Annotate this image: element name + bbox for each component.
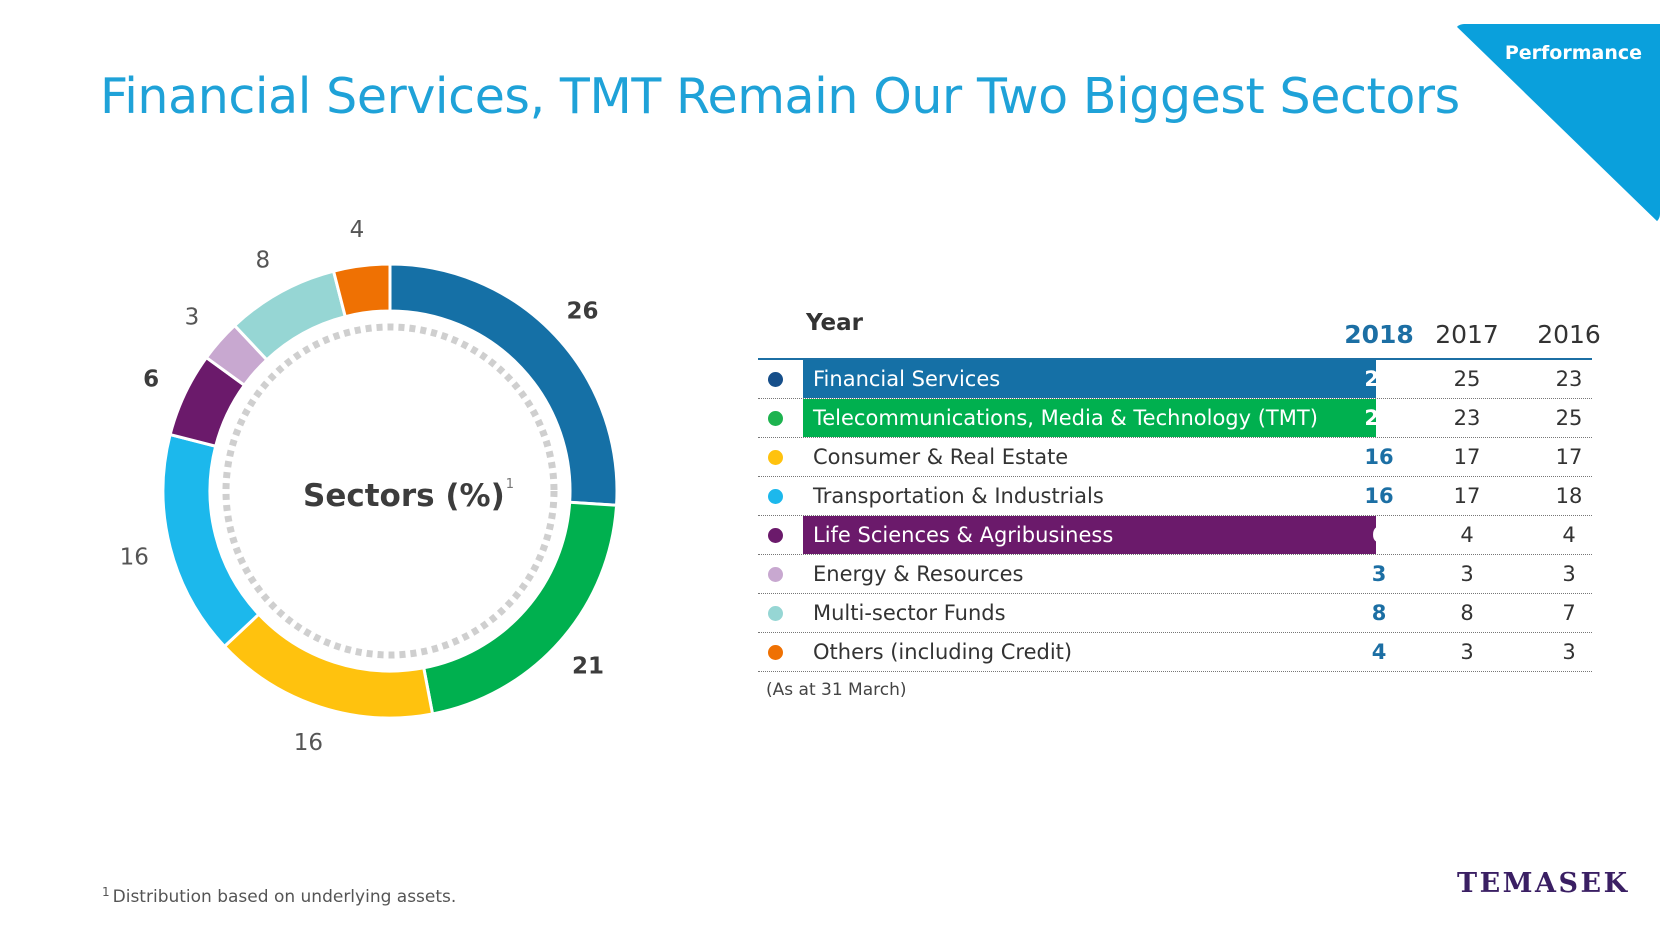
sector-name: Life Sciences & Agribusiness [813,523,1114,547]
value-2018: 16 [1364,445,1394,469]
as-at-note: (As at 31 March) [766,680,907,700]
page-title: Financial Services, TMT Remain Our Two B… [100,68,1460,125]
footnote: 1 Distribution based on underlying assets… [102,885,456,907]
value-2016: 4 [1562,523,1576,547]
value-2017: 17 [1453,445,1481,469]
slice-value-label: 16 [120,545,149,571]
footnote-mark: 1 [102,885,110,899]
row-highlight [803,516,1376,554]
sector-name: Consumer & Real Estate [813,445,1069,469]
footnote-ref: 1 [505,477,515,492]
table-row: Others (including Credit) 4 3 3 [758,633,1592,672]
legend-dot-icon [768,528,783,543]
year-2018-header: 2018 [1344,320,1414,349]
table-row: Transportation & Industrials 16 17 18 [758,477,1592,516]
value-2016: 17 [1555,445,1583,469]
table-row: Energy & Resources 3 3 3 [758,555,1592,594]
value-2018: 21 [1364,406,1394,430]
table-row: Telecommunications, Media & Technology (… [758,399,1592,438]
value-2017: 17 [1453,484,1481,508]
legend-dot-icon [768,411,783,426]
value-2016: 7 [1562,601,1576,625]
slice-value-label: 21 [572,654,604,680]
section-tab-label: Performance [1504,42,1642,64]
value-2016: 18 [1555,484,1583,508]
table-header: Year 2018 2017 2016 [758,308,1601,360]
value-2016: 3 [1562,562,1576,586]
value-2016: 23 [1555,367,1583,391]
sector-name: Financial Services [813,367,1001,391]
slice-value-label: 4 [350,217,365,243]
value-2018: 16 [1364,484,1394,508]
donut-slice [222,612,435,720]
table-body: Financial Services 26 25 23 Telecommunicatio… [758,360,1592,672]
legend-dot-icon [768,489,783,504]
row-highlight [803,399,1376,437]
sector-name: Others (including Credit) [813,640,1073,664]
value-2017: 8 [1460,601,1474,625]
legend-dot-icon [768,606,783,621]
legend-dot-icon [768,372,783,387]
value-2018: 3 [1371,562,1387,586]
footnote-text: Distribution based on underlying assets. [112,887,457,907]
sector-table: Year 2018 2017 2016 Financial Services 26… [758,308,1601,672]
donut-slice [421,500,619,716]
donut-center-text: Sectors (%) [303,478,505,514]
value-2017: 25 [1453,367,1481,391]
sector-name: Multi-sector Funds [813,601,1006,625]
value-2017: 3 [1460,640,1474,664]
legend-dot-icon [768,645,783,660]
value-2018: 6 [1371,523,1387,547]
value-2018: 4 [1371,640,1387,664]
year-2017-header: 2017 [1435,320,1499,349]
year-header: Year [806,310,864,336]
legend-dot-icon [768,567,783,582]
value-2017: 23 [1453,406,1481,430]
slice-value-label: 26 [566,298,598,324]
table-row: Multi-sector Funds 8 8 7 [758,594,1592,633]
table-row: Consumer & Real Estate 16 17 17 [758,438,1592,477]
inner-dashed-ring [222,323,558,659]
slice-value-label: 16 [294,730,323,756]
legend-dot-icon [768,450,783,465]
sector-name: Telecommunications, Media & Technology (… [813,406,1318,430]
slice-value-label: 6 [143,367,159,393]
slice-value-label: 3 [185,304,200,330]
value-2018: 26 [1364,367,1394,391]
sector-name: Transportation & Industrials [813,484,1104,508]
donut-slice [161,432,261,649]
value-2017: 3 [1460,562,1474,586]
row-highlight [803,360,1376,398]
sector-name: Energy & Resources [813,562,1024,586]
table-row: Life Sciences & Agribusiness 6 4 4 [758,516,1592,555]
value-2016: 25 [1555,406,1583,430]
value-2017: 4 [1460,523,1474,547]
donut-center-label: Sectors (%)1 [303,477,514,514]
value-2016: 3 [1562,640,1576,664]
table-row: Financial Services 26 25 23 [758,360,1592,399]
year-2016-header: 2016 [1537,320,1601,349]
value-2018: 8 [1371,601,1387,625]
donut-slice [331,262,392,319]
slice-value-label: 8 [255,248,270,274]
temasek-logo: TEMASEK [1457,868,1630,899]
